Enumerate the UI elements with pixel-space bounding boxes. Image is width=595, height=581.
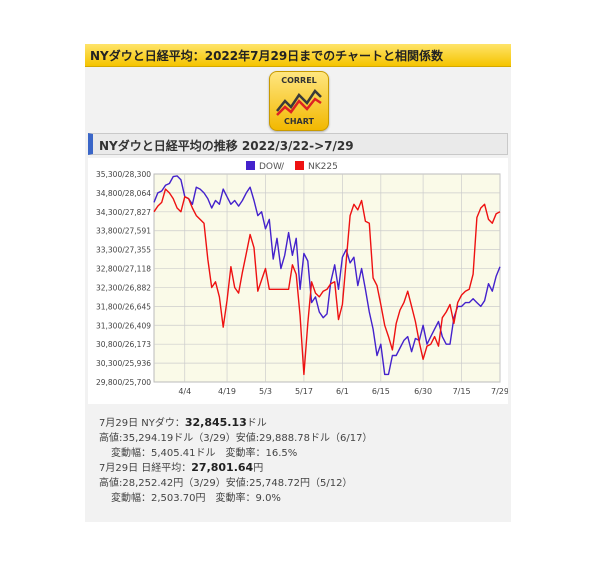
- nk-high-low: 高値:28,252.42円（3/29）安値:25,748.72円（5/12）: [99, 478, 353, 489]
- y-tick-label: 34,300/27,827: [96, 208, 151, 217]
- nk-range: 変動幅：2,503.70円 変動率：9.0%: [111, 493, 281, 504]
- nk-close-unit: 円: [253, 463, 264, 474]
- nk-close-line: 7月29日 日経平均：27,801.64円: [99, 459, 263, 474]
- y-tick-label: 29,800/25,700: [96, 378, 151, 387]
- logo-text-bottom: CHART: [283, 117, 314, 126]
- legend-separator: /: [281, 162, 285, 172]
- x-tick-label: 5/3: [259, 387, 272, 396]
- x-tick-label: 6/15: [372, 387, 390, 396]
- legend-label-nk225: NK225: [308, 162, 338, 172]
- series-line-dow: [153, 175, 501, 376]
- correl-chart-logo[interactable]: CORREL CHART: [269, 71, 329, 131]
- dow-close-unit: ドル: [246, 418, 267, 429]
- section-title: NYダウと日経平均の推移 2022/3/22->7/29: [99, 139, 354, 153]
- nk-close-label: 7月29日 日経平均：: [99, 463, 192, 474]
- y-tick-label: 34,800/28,064: [96, 189, 151, 198]
- header-bar: NYダウと日経平均：2022年7月29日までのチャートと相関係数: [85, 44, 511, 67]
- dow-close-value: 32,845.13: [184, 416, 247, 429]
- y-tick-label: 31,800/26,645: [96, 302, 151, 311]
- chart-area: DOW / NK225 35,300/28,300 34,800/28,064 34,30…: [88, 158, 509, 404]
- y-tick-label: 30,300/25,936: [96, 359, 151, 368]
- legend-swatch-nk225: [295, 161, 304, 170]
- plot-area: [153, 173, 501, 383]
- nk-close-value: 27,801.64: [191, 461, 254, 474]
- y-tick-label: 32,300/26,882: [96, 283, 151, 292]
- dow-range: 変動幅：5,405.41ドル 変動率：16.5%: [111, 448, 298, 459]
- y-tick-label: 35,300/28,300: [96, 170, 151, 179]
- x-tick-label: 4/19: [218, 387, 236, 396]
- y-tick-label: 31,300/26,409: [96, 321, 151, 330]
- y-tick-label: 32,800/27,118: [96, 265, 151, 274]
- x-tick-label: 5/17: [295, 387, 313, 396]
- chart-icon: [276, 89, 322, 116]
- logo-text-top: CORREL: [281, 76, 317, 85]
- x-tick-label: 6/1: [336, 387, 349, 396]
- x-tick-label: 7/29: [491, 387, 508, 396]
- section-header: NYダウと日経平均の推移 2022/3/22->7/29: [88, 133, 508, 155]
- legend-label-dow: DOW: [259, 162, 282, 172]
- dow-close-label: 7月29日 NYダウ：: [99, 418, 185, 429]
- y-tick-label: 30,800/26,173: [96, 340, 151, 349]
- y-tick-label: 33,800/27,591: [96, 227, 151, 236]
- line-chart: DOW / NK225 35,300/28,300 34,800/28,064 34,30…: [96, 161, 509, 396]
- chart-card: NYダウと日経平均：2022年7月29日までのチャートと相関係数 CORREL …: [85, 44, 511, 522]
- dow-high-low: 高値:35,294.19ドル（3/29）安値:29,888.78ドル（6/17）: [99, 433, 373, 444]
- x-tick-label: 4/4: [178, 387, 191, 396]
- y-tick-label: 33,300/27,355: [96, 246, 151, 255]
- legend-swatch-dow: [246, 161, 255, 170]
- series-line-nk225: [153, 188, 501, 376]
- x-tick-label: 7/15: [453, 387, 471, 396]
- dow-close-line: 7月29日 NYダウ：32,845.13ドル: [99, 414, 267, 429]
- page-title: NYダウと日経平均：2022年7月29日までのチャートと相関係数: [90, 49, 444, 63]
- x-tick-label: 6/30: [414, 387, 432, 396]
